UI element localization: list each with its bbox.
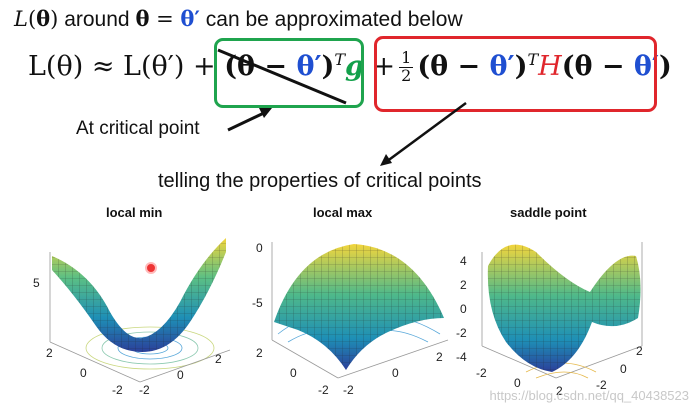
arrow-to-green-box	[227, 108, 272, 132]
y-tick: 0	[177, 368, 184, 382]
y-tick: 0	[620, 362, 627, 376]
headline-equals: =	[149, 7, 181, 31]
green-term-theta-prime: θ′	[296, 51, 322, 82]
surface-plot-saddle	[481, 242, 643, 379]
surface-plot-local-min	[49, 238, 231, 383]
green-term-c: )	[321, 51, 335, 82]
x-tick: 2	[256, 346, 263, 360]
y-tick: 2	[215, 352, 222, 366]
red-term-d: (θ −	[561, 51, 634, 82]
headline-rest: can be approximated below	[199, 8, 463, 31]
headline-theta: θ	[36, 6, 51, 31]
green-term-transpose: T	[334, 50, 346, 69]
telling-properties-label: telling the properties of critical point…	[158, 170, 482, 192]
plot-title-local-min: local min	[106, 205, 163, 220]
hessian-term-box	[374, 36, 657, 112]
strike-through-line	[217, 48, 347, 105]
x-tick: 0	[514, 376, 521, 390]
x-tick: -2	[476, 366, 487, 380]
z-tick: 4	[460, 254, 467, 268]
red-term-theta-prime-1: θ′	[489, 51, 515, 82]
z-tick: -2	[456, 326, 467, 340]
z-tick: 0	[256, 241, 263, 255]
gradient-term: (θ − θ′)Tg	[224, 50, 364, 82]
y-tick: -2	[343, 383, 354, 397]
z-tick: 2	[460, 278, 467, 292]
x-tick: 2	[556, 384, 563, 398]
plot-title-saddle-point: saddle point	[510, 205, 587, 220]
equation-lhs: L(θ) ≈ L(θ′) +	[28, 51, 225, 82]
y-tick: -2	[596, 378, 607, 392]
headline-theta-2: θ	[135, 6, 150, 31]
y-tick: 2	[436, 350, 443, 364]
headline-theta-prime: θ′	[180, 6, 200, 31]
y-tick: 0	[392, 366, 399, 380]
x-tick: 2	[46, 346, 53, 360]
red-term-c: )	[514, 51, 528, 82]
red-term-a: (θ −	[417, 51, 490, 82]
equation-plus: +	[363, 51, 396, 82]
fraction-numerator: 1	[399, 48, 414, 68]
z-tick: 5	[33, 276, 40, 290]
x-tick: 0	[80, 366, 87, 380]
headline-open-paren: (	[27, 7, 37, 31]
headline: L(θ) around θ = θ′ can be approximated b…	[14, 6, 463, 32]
headline-close-paren: )	[50, 7, 59, 31]
at-critical-point-label: At critical point	[76, 118, 200, 139]
headline-around: around	[58, 8, 136, 31]
y-tick: -2	[139, 383, 150, 397]
watermark: https://blog.csdn.net/qq_40438523	[489, 388, 690, 403]
y-tick: 2	[636, 344, 643, 358]
headline-L: L	[14, 7, 28, 31]
fraction-denominator: 2	[401, 66, 412, 85]
x-tick: 0	[290, 366, 297, 380]
red-term-f: )	[659, 51, 672, 82]
gradient-term-box	[214, 38, 364, 108]
hessian-term: (θ − θ′)TH(θ − θ′)	[417, 50, 672, 82]
surface-plot-local-max	[271, 242, 449, 379]
x-tick: -2	[318, 383, 329, 397]
red-term-hessian: H	[538, 51, 562, 82]
taylor-equation: L(θ) ≈ L(θ′) + (θ − θ′)Tg +12(θ − θ′)TH(…	[28, 48, 672, 85]
red-term-transpose: T	[527, 50, 539, 69]
arrow-to-telling	[380, 101, 467, 166]
green-term-g: g	[345, 51, 364, 82]
z-tick: -5	[252, 296, 263, 310]
x-tick: -2	[112, 383, 123, 397]
z-tick: 0	[460, 302, 467, 316]
z-tick: -4	[456, 350, 467, 364]
plot-title-local-max: local max	[313, 205, 373, 220]
critical-point-marker	[145, 262, 157, 274]
